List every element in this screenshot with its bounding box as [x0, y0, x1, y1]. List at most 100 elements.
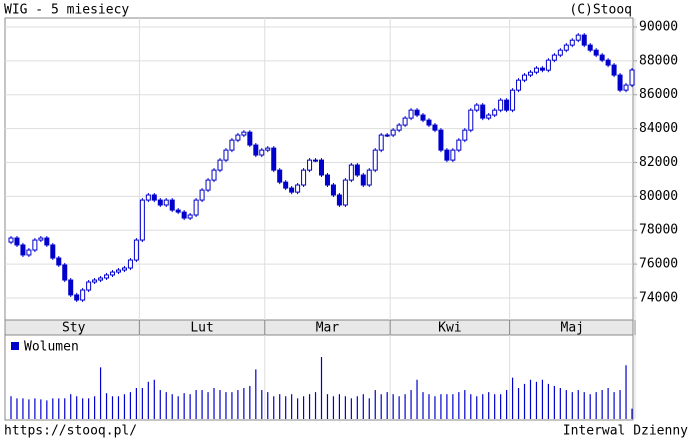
candle-body	[605, 59, 611, 66]
candle-body	[319, 159, 324, 176]
y-tick-label: 76000	[639, 257, 678, 272]
candle-body	[86, 281, 92, 291]
candle-body	[187, 214, 193, 219]
candle-body	[145, 194, 151, 201]
candle-body	[163, 199, 169, 206]
candle-body	[486, 114, 492, 119]
candle-body	[623, 84, 629, 91]
candle-body	[74, 294, 80, 301]
candle-body	[151, 194, 157, 201]
candle-body	[295, 184, 301, 193]
candle-body	[480, 104, 486, 119]
candle-body	[330, 184, 336, 196]
candle-body	[599, 54, 605, 61]
candle-body	[301, 169, 307, 186]
candle-body	[157, 199, 163, 206]
candle-body	[127, 259, 133, 269]
candle-body	[378, 134, 384, 151]
y-tick-label: 84000	[639, 121, 678, 136]
candle-body	[283, 181, 289, 189]
candle-body	[92, 279, 98, 283]
candle-body	[139, 199, 145, 241]
candle-body	[336, 194, 342, 206]
candle-body	[474, 104, 480, 111]
candle-body	[516, 79, 522, 91]
candle-body	[121, 267, 127, 271]
candle-body	[8, 237, 14, 243]
y-tick-label: 78000	[639, 223, 678, 238]
candle-body	[342, 179, 348, 206]
legend-label: Wolumen	[24, 340, 79, 355]
candle-body	[133, 239, 139, 261]
candle-body	[533, 67, 539, 73]
candle-body	[110, 271, 116, 276]
y-tick-label: 88000	[639, 53, 678, 68]
candle-body	[611, 64, 617, 76]
candle-body	[104, 274, 110, 279]
candle-body	[545, 59, 551, 71]
candle-body	[271, 147, 277, 171]
candle-body	[563, 44, 569, 51]
candle-body	[277, 169, 283, 183]
candle-body	[115, 269, 121, 273]
candle-body	[68, 279, 74, 296]
interval: Interwal Dzienny	[563, 424, 688, 439]
y-tick-label: 90000	[639, 19, 678, 34]
candle-body	[390, 129, 396, 136]
candle-body	[253, 144, 259, 156]
candle-body	[26, 249, 32, 256]
x-tick-label: Mar	[316, 321, 340, 336]
candle-body	[265, 147, 271, 151]
candle-body	[581, 34, 587, 46]
x-tick-label: Kwi	[438, 321, 461, 336]
candle-body	[384, 134, 390, 137]
x-tick-label: Sty	[62, 321, 86, 336]
source: (C)Stooq	[569, 3, 632, 18]
candle-body	[289, 187, 295, 193]
candle-body	[510, 89, 516, 111]
candle-body	[348, 164, 354, 181]
candle-body	[438, 129, 444, 151]
candle-body	[617, 74, 623, 91]
candle-body	[32, 239, 38, 251]
chart-title: WIG - 5 miesiecy	[4, 3, 129, 18]
candle-body	[504, 99, 510, 111]
candle-body	[569, 39, 575, 46]
candle-body	[593, 49, 599, 56]
candle-body	[629, 69, 635, 86]
volume-panel	[4, 334, 634, 421]
candle-body	[575, 34, 581, 41]
candle-body	[527, 71, 533, 76]
y-tick-label: 80000	[639, 189, 678, 204]
x-tick-label: Maj	[561, 321, 584, 336]
candle-body	[587, 44, 593, 51]
candle-body	[324, 174, 330, 186]
candle-body	[199, 189, 205, 201]
candle-body	[175, 209, 181, 213]
candle-body	[456, 139, 462, 151]
candle-body	[80, 289, 86, 301]
candle-body	[38, 237, 44, 241]
candle-body	[396, 124, 402, 131]
candle-body	[372, 149, 378, 171]
candle-body	[420, 114, 426, 121]
candle-body	[551, 54, 557, 61]
candle-body	[169, 199, 175, 211]
candle-body	[360, 174, 366, 186]
candle-body	[193, 199, 199, 216]
candle-body	[98, 277, 104, 281]
candle-body	[402, 117, 408, 126]
candle-body	[181, 211, 187, 219]
candle-body	[259, 149, 265, 156]
candle-body	[462, 129, 468, 141]
candle-body	[432, 124, 438, 131]
candle-body	[50, 244, 56, 259]
candle-body	[241, 131, 247, 136]
candle-body	[414, 109, 420, 116]
candle-body	[247, 131, 253, 146]
y-tick-label: 74000	[639, 290, 678, 305]
candle-body	[492, 109, 498, 116]
candle-body	[426, 119, 432, 126]
